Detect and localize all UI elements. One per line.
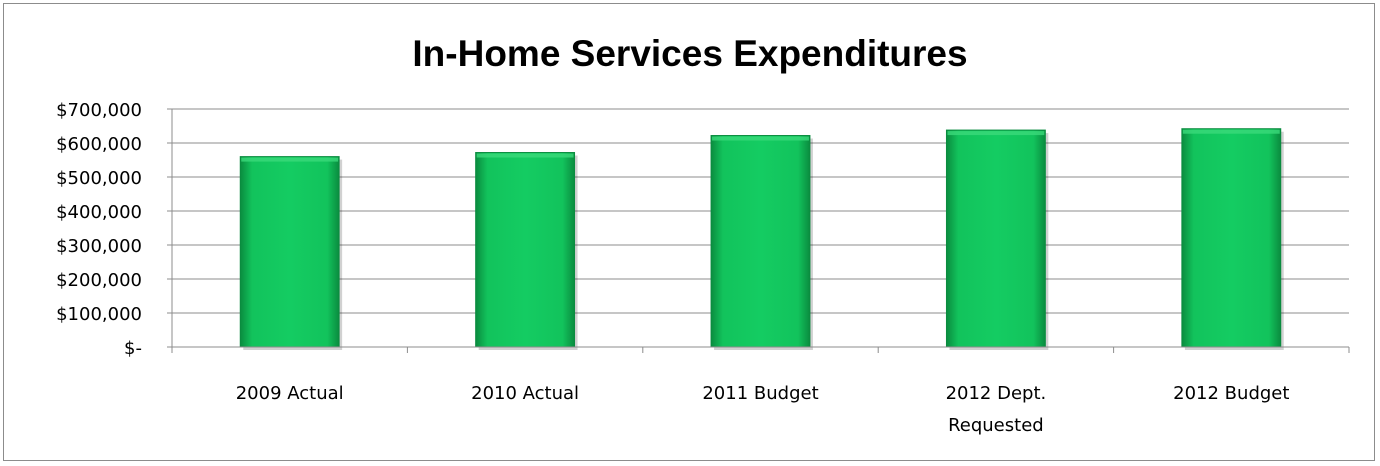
y-tick-labels: $- $100,000 $200,000 $300,000 $400,000 $500,0… — [56, 100, 142, 359]
bar-body — [239, 156, 340, 348]
bar-highlight — [241, 157, 339, 162]
bar — [945, 129, 1049, 350]
y-tick-label: $100,000 — [56, 304, 142, 325]
x-tick-label: 2011 Budget — [702, 383, 818, 404]
x-tick-label: 2012 Dept. Requested — [946, 383, 1047, 436]
bar-body — [945, 129, 1046, 348]
y-tick-label: $600,000 — [56, 134, 142, 155]
bar-body — [710, 135, 811, 348]
bar — [239, 156, 343, 350]
y-tick-label: $200,000 — [56, 270, 142, 291]
axes — [167, 108, 1350, 353]
y-tick-label: $- — [124, 338, 142, 359]
bar — [710, 135, 813, 350]
y-tick-label: $700,000 — [56, 100, 142, 121]
x-tick-label: 2009 Actual — [236, 383, 344, 404]
bar-highlight — [712, 136, 809, 141]
chart-title: In-Home Services Expenditures — [412, 33, 967, 74]
x-tick-label: 2012 Budget — [1173, 383, 1289, 404]
y-tick-label: $500,000 — [56, 168, 142, 189]
bar-chart: In-Home Services Expenditures $- $100,000… — [56, 33, 1350, 436]
y-tick-label: $300,000 — [56, 236, 142, 257]
bars — [239, 128, 1284, 350]
x-tick-labels: 2009 Actual 2010 Actual 2011 Budget 2012 De… — [236, 383, 1290, 436]
x-tick-label: 2010 Actual — [471, 383, 579, 404]
y-tick-label: $400,000 — [56, 202, 142, 223]
bar — [475, 152, 578, 350]
bar-highlight — [1182, 129, 1280, 134]
bar-highlight — [947, 131, 1045, 136]
chart-frame: In-Home Services Expenditures $- $100,000… — [3, 3, 1375, 461]
bar-body — [475, 152, 576, 348]
bar-highlight — [476, 153, 574, 158]
bar-body — [1181, 128, 1282, 348]
bar — [1181, 128, 1284, 350]
